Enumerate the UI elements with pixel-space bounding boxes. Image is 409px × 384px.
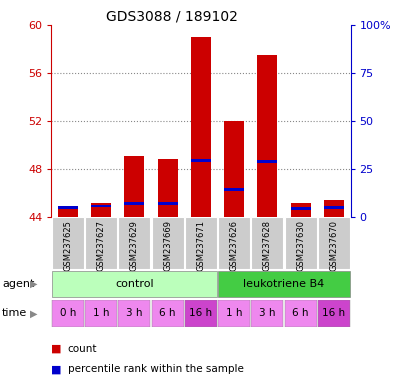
Text: control: control bbox=[115, 279, 153, 289]
Bar bbox=[284, 300, 316, 327]
Bar bbox=[290, 203, 310, 217]
Text: 1 h: 1 h bbox=[225, 308, 242, 318]
Text: ■: ■ bbox=[51, 344, 62, 354]
Bar bbox=[257, 161, 277, 163]
Bar bbox=[58, 207, 78, 217]
Text: 0 h: 0 h bbox=[60, 308, 76, 318]
Text: count: count bbox=[67, 344, 97, 354]
Bar bbox=[151, 300, 183, 327]
Bar bbox=[257, 55, 277, 217]
Bar bbox=[224, 121, 243, 217]
Text: agent: agent bbox=[2, 279, 34, 289]
Text: 6 h: 6 h bbox=[159, 308, 175, 318]
Bar bbox=[91, 203, 111, 217]
Bar bbox=[58, 206, 78, 209]
Bar bbox=[118, 217, 150, 269]
Text: ▶: ▶ bbox=[30, 308, 38, 318]
Bar bbox=[323, 200, 343, 217]
Text: GSM237669: GSM237669 bbox=[163, 220, 172, 271]
Bar bbox=[251, 217, 283, 269]
Text: GSM237625: GSM237625 bbox=[63, 220, 72, 271]
Text: percentile rank within the sample: percentile rank within the sample bbox=[67, 364, 243, 374]
Bar bbox=[317, 300, 349, 327]
Bar bbox=[191, 37, 210, 217]
Bar bbox=[317, 217, 349, 269]
Text: GDS3088 / 189102: GDS3088 / 189102 bbox=[106, 10, 238, 23]
Text: 3 h: 3 h bbox=[258, 308, 275, 318]
Bar bbox=[218, 217, 249, 269]
Bar bbox=[284, 217, 316, 269]
Bar bbox=[91, 205, 111, 207]
Bar bbox=[157, 159, 177, 217]
Bar bbox=[52, 217, 83, 269]
Text: ■: ■ bbox=[51, 364, 62, 374]
Text: GSM237628: GSM237628 bbox=[262, 220, 271, 271]
Text: GSM237629: GSM237629 bbox=[130, 220, 139, 271]
Bar bbox=[290, 207, 310, 210]
Text: ▶: ▶ bbox=[30, 279, 38, 289]
Bar bbox=[124, 156, 144, 217]
Bar bbox=[157, 202, 177, 205]
Bar bbox=[218, 270, 349, 297]
Bar bbox=[85, 300, 117, 327]
Bar bbox=[184, 217, 216, 269]
Bar bbox=[52, 270, 216, 297]
Text: time: time bbox=[2, 308, 27, 318]
Text: GSM237627: GSM237627 bbox=[97, 220, 106, 271]
Text: GSM237671: GSM237671 bbox=[196, 220, 205, 271]
Bar bbox=[151, 217, 183, 269]
Bar bbox=[251, 300, 283, 327]
Bar bbox=[85, 217, 117, 269]
Text: GSM237630: GSM237630 bbox=[295, 220, 304, 271]
Bar bbox=[218, 300, 249, 327]
Bar bbox=[191, 159, 210, 162]
Text: leukotriene B4: leukotriene B4 bbox=[243, 279, 324, 289]
Text: 3 h: 3 h bbox=[126, 308, 142, 318]
Bar bbox=[52, 300, 83, 327]
Bar bbox=[184, 300, 216, 327]
Bar bbox=[224, 188, 243, 191]
Text: GSM237670: GSM237670 bbox=[328, 220, 337, 271]
Text: GSM237626: GSM237626 bbox=[229, 220, 238, 271]
Bar bbox=[124, 202, 144, 205]
Bar bbox=[118, 300, 150, 327]
Text: 6 h: 6 h bbox=[292, 308, 308, 318]
Text: 16 h: 16 h bbox=[321, 308, 345, 318]
Text: 1 h: 1 h bbox=[93, 308, 109, 318]
Bar bbox=[323, 206, 343, 209]
Text: 16 h: 16 h bbox=[189, 308, 212, 318]
